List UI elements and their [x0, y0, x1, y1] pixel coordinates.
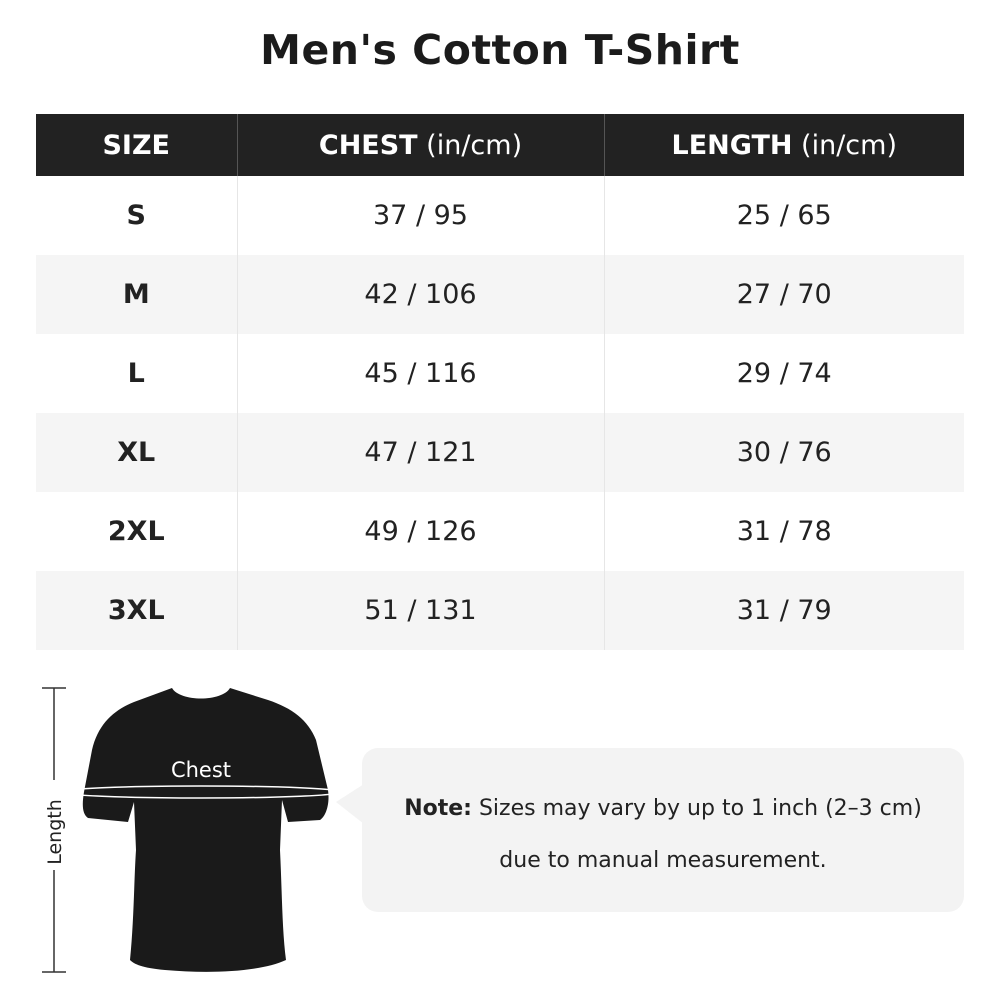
header-label: CHEST — [318, 129, 418, 161]
chest-cell: 37 / 95 — [237, 176, 605, 255]
chest-cell: 42 / 106 — [237, 255, 605, 334]
table-row: L 45 / 116 29 / 74 — [36, 334, 964, 413]
header-label: LENGTH — [671, 129, 793, 161]
size-cell: L — [36, 334, 238, 413]
chest-cell: 49 / 126 — [237, 492, 605, 571]
length-cell: 27 / 70 — [604, 255, 964, 334]
tshirt-icon — [82, 688, 329, 972]
length-measure-line — [42, 687, 66, 973]
tshirt-diagram: Length Chest — [42, 687, 342, 973]
length-cell: 25 / 65 — [736, 200, 832, 231]
note-bubble-tail — [336, 784, 364, 824]
header-label: SIZE — [102, 129, 170, 161]
length-cell: 31 / 78 — [736, 516, 832, 547]
chest-cell: 45 / 116 — [237, 334, 605, 413]
size-cell: 3XL — [36, 571, 238, 650]
header-chest: CHEST (in/cm) — [237, 114, 605, 176]
length-cell: 30 / 76 — [604, 413, 964, 492]
header-size: SIZE — [36, 114, 238, 176]
size-chart-table: SIZE CHEST (in/cm) LENGTH (in/cm) S 37 / … — [36, 114, 964, 650]
table-row: XL 47 / 121 30 / 76 — [36, 413, 964, 492]
header-unit: (in/cm) — [417, 129, 523, 161]
size-cell: M — [36, 255, 238, 334]
note-box: Note: Sizes may vary by up to 1 inch (2–… — [362, 748, 964, 912]
chest-cell: 47 / 121 — [237, 413, 605, 492]
table-header-row: SIZE CHEST (in/cm) LENGTH (in/cm) — [36, 114, 964, 176]
table-row: 3XL 51 / 131 31 / 79 — [36, 571, 964, 650]
size-cell: XL — [36, 413, 238, 492]
table-row: M 42 / 106 27 / 70 — [36, 255, 964, 334]
table-row: 2XL 49 / 126 31 / 78 — [36, 492, 964, 571]
length-label: Length — [44, 799, 66, 865]
header-unit: (in/cm) — [792, 129, 897, 161]
note-line-2: due to manual measurement. — [499, 848, 827, 873]
page-title: Men's Cotton T-Shirt — [260, 26, 740, 74]
header-length: LENGTH (in/cm) — [604, 114, 964, 176]
length-cell: 31 / 79 — [604, 571, 964, 650]
size-cell: S — [36, 176, 238, 255]
note-text: Sizes may vary by up to 1 inch (2–3 cm) — [471, 796, 922, 821]
chest-cell: 51 / 131 — [237, 571, 605, 650]
note-prefix: Note: — [404, 796, 472, 821]
size-cell: 2XL — [36, 492, 238, 571]
chest-label: Chest — [171, 758, 231, 782]
length-cell: 29 / 74 — [736, 358, 832, 389]
note-line-1: Note: Sizes may vary by up to 1 inch (2–… — [362, 796, 964, 821]
table-row: S 37 / 95 25 / 65 — [36, 176, 964, 255]
